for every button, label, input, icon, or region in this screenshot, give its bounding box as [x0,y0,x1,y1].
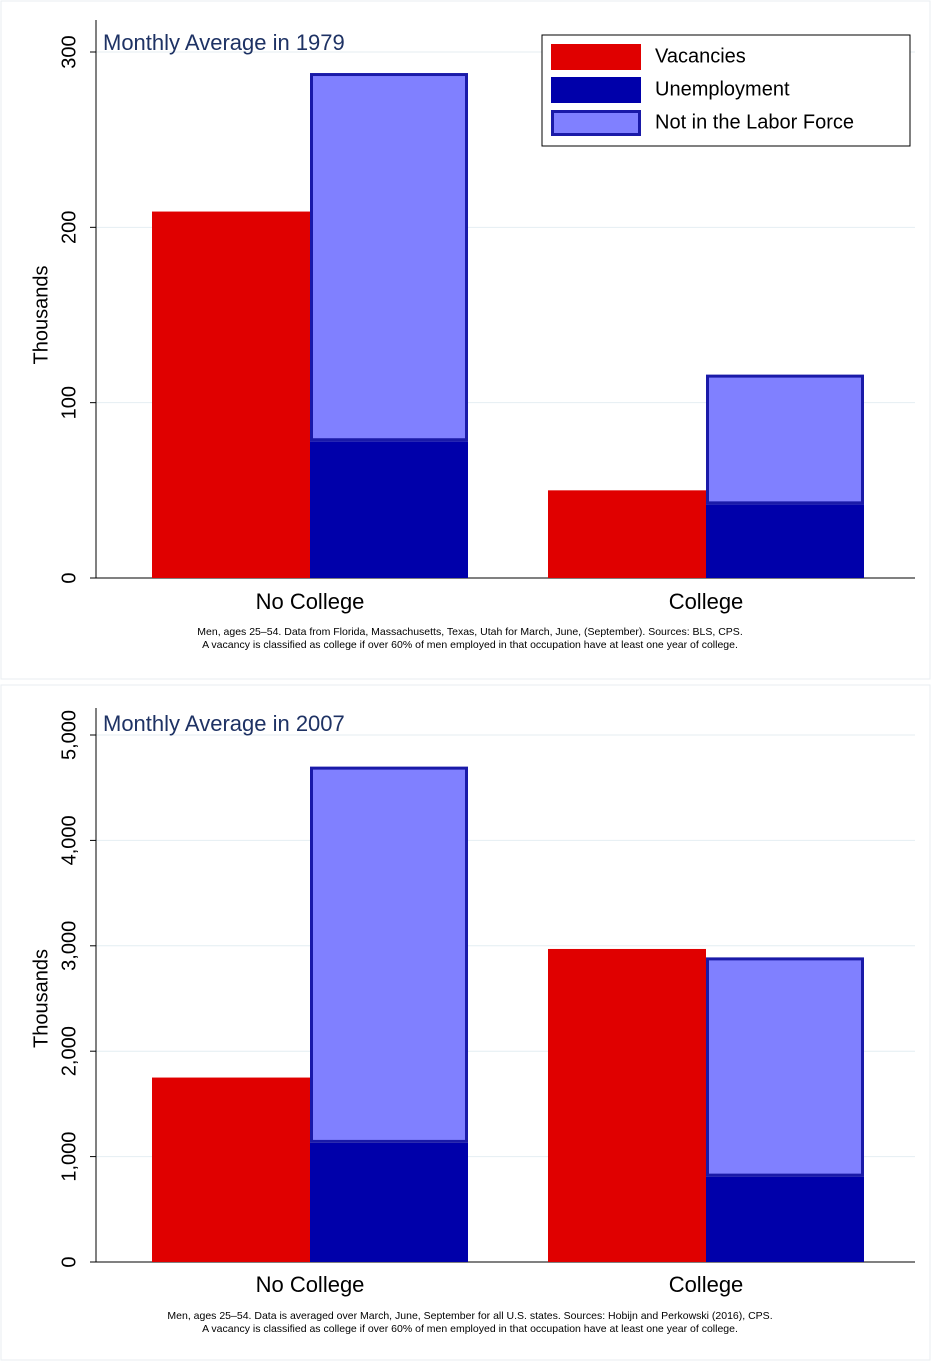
legend-swatch [551,44,641,70]
bar [310,441,468,578]
bar [310,1142,468,1262]
bar [310,73,468,442]
note: Men, ages 25–54. Data from Florida, Mass… [197,626,742,638]
y-tick-label: 100 [58,386,80,419]
legend-label: Unemployment [655,78,790,100]
bar [706,504,864,578]
bar [152,1077,310,1262]
bar [152,211,310,578]
panel-frame [0,684,931,1361]
y-tick-label: 2,000 [58,1026,80,1076]
y-tick-label: 3,000 [58,921,80,971]
x-tick-label: College [669,589,744,614]
x-tick-label: College [669,1272,744,1297]
y-tick-label: 1,000 [58,1132,80,1182]
y-tick-label: 5,000 [58,710,80,760]
y-tick-label: 4,000 [58,815,80,865]
y-tick-label: 0 [58,1256,80,1267]
note: Men, ages 25–54. Data is averaged over M… [167,1310,772,1322]
legend-label: Not in the Labor Force [655,111,854,133]
bar [310,766,468,1143]
y-tick-label: 0 [58,572,80,583]
bar [548,948,706,1262]
chart-title: Monthly Average in 2007 [103,711,345,736]
y-tick-label: 300 [58,35,80,68]
legend-label: Vacancies [655,45,746,67]
note: A vacancy is classified as college if ov… [202,1323,738,1335]
panel-frame [0,0,931,680]
legend-swatch [551,110,641,136]
chart-title: Monthly Average in 1979 [103,30,345,55]
y-axis-title: Thousands [30,266,52,365]
legend-swatch [551,77,641,103]
bar [706,1176,864,1262]
x-tick-label: No College [256,589,365,614]
bar [706,957,864,1177]
y-tick-label: 200 [58,211,80,244]
x-tick-label: No College [256,1272,365,1297]
bar [548,490,706,578]
y-axis-title: Thousands [30,949,52,1048]
bar [706,374,864,505]
note: A vacancy is classified as college if ov… [202,639,738,651]
